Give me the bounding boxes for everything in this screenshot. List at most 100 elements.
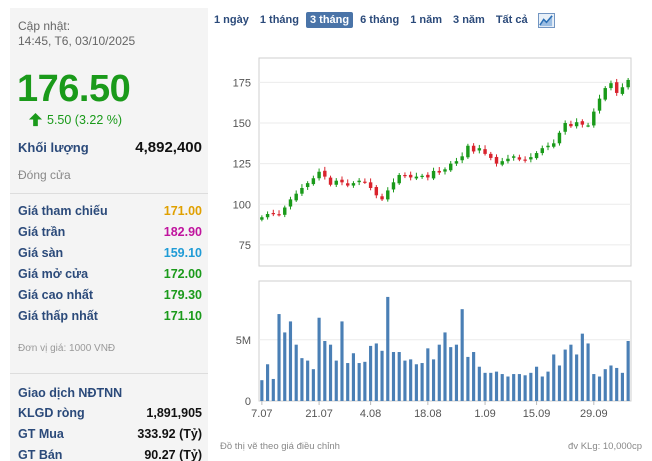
volume-bar <box>363 361 367 401</box>
volume-plot-frame <box>258 280 632 402</box>
stat-label: Giá mở cửa <box>18 267 89 281</box>
tab-1-year[interactable]: 1 năm <box>410 14 443 26</box>
candle-body <box>443 169 447 172</box>
volume-bar <box>351 353 356 401</box>
volume-bar <box>569 344 573 401</box>
stat-label: Giá tham chiếu <box>18 204 108 218</box>
candlestick <box>471 143 476 154</box>
volume-bar <box>346 363 350 401</box>
candle-body <box>609 83 613 89</box>
candlestick <box>466 143 470 159</box>
range-tabs: 1 ngày 1 tháng 3 tháng 6 tháng 1 năm 3 n… <box>210 12 555 28</box>
foreign-label: GT Bán <box>18 448 63 461</box>
candle-body <box>454 161 459 164</box>
volume-bar <box>546 371 550 401</box>
volume-bar <box>597 376 602 401</box>
stat-value: 172.00 <box>163 267 202 281</box>
volume-bar <box>306 360 310 401</box>
volume-bar <box>586 343 590 401</box>
volume-bar <box>620 372 624 401</box>
candle-body <box>420 175 424 178</box>
candle-body <box>614 82 619 93</box>
volume-bar <box>294 344 298 401</box>
candlestick <box>557 130 562 146</box>
candle-body <box>403 175 407 177</box>
volume-bar <box>557 365 562 401</box>
candlestick <box>317 168 321 181</box>
candlestick <box>334 178 338 188</box>
candlestick <box>345 179 350 188</box>
current-price: 176.50 <box>17 68 131 110</box>
volume-bar <box>437 344 441 401</box>
x-tick-label: 1.09 <box>474 408 495 420</box>
tab-1-month[interactable]: 1 tháng <box>259 14 299 26</box>
candlestick <box>288 196 293 210</box>
price-tick-label: 175 <box>233 77 251 89</box>
candle-body <box>305 183 310 188</box>
volume-bar <box>523 375 527 401</box>
volume-bar <box>512 374 516 401</box>
volume-bar <box>403 360 407 401</box>
update-label: Cập nhật: <box>18 19 71 33</box>
volume-bar <box>609 365 613 401</box>
volume-bar <box>454 344 459 401</box>
chart-type-icon[interactable] <box>537 12 555 28</box>
volume-bar <box>311 369 315 401</box>
tab-1-day[interactable]: 1 ngày <box>214 14 249 26</box>
volume-bar <box>534 366 539 401</box>
volume-bar <box>540 376 544 401</box>
candle-body <box>563 123 567 132</box>
volume-bar <box>409 359 413 401</box>
candlestick <box>580 119 585 128</box>
volume-bar <box>334 360 338 401</box>
volume-bar <box>420 363 424 401</box>
candlestick <box>614 78 619 96</box>
candle-body <box>288 199 293 207</box>
candlestick <box>620 83 625 96</box>
candle-body <box>540 148 545 154</box>
tab-6-months[interactable]: 6 tháng <box>360 14 400 26</box>
divider <box>10 373 208 374</box>
candle-body <box>380 196 384 200</box>
candle-body <box>328 177 333 185</box>
candlestick <box>626 77 630 90</box>
candle-body <box>477 148 482 151</box>
volume-row: Khối lượng 4,892,400 <box>18 139 202 156</box>
candlestick <box>420 173 424 179</box>
candlestick <box>454 157 459 166</box>
candle-body <box>586 125 590 127</box>
x-tick-label: 4.08 <box>360 408 381 420</box>
candle-body <box>466 145 470 158</box>
x-tick-label: 7.07 <box>251 408 272 420</box>
candle-body <box>483 149 487 154</box>
volume-bar <box>626 341 630 401</box>
volume-bar <box>575 354 579 401</box>
candlestick <box>494 154 499 167</box>
tab-3-months[interactable]: 3 tháng <box>305 12 354 28</box>
volume-bar <box>529 372 533 401</box>
candle-body <box>294 193 298 201</box>
volume-bar <box>317 317 321 401</box>
candle-body <box>506 158 510 162</box>
candlestick <box>260 215 264 222</box>
tab-3-years[interactable]: 3 năm <box>453 14 485 26</box>
candlestick <box>368 178 373 191</box>
candlestick <box>552 139 556 149</box>
candlestick <box>529 153 533 163</box>
candle-body <box>449 163 453 171</box>
volume-bar <box>443 332 447 401</box>
stat-row-open: Giá mở cửa 172.00 <box>18 267 202 281</box>
price-tick-label: 125 <box>233 159 251 171</box>
candle-body <box>534 153 539 159</box>
tab-all[interactable]: Tất cả <box>495 14 528 26</box>
candle-body <box>271 213 276 215</box>
volume-bar <box>552 354 556 401</box>
volume-bar <box>414 364 418 401</box>
chart-footnote: Đồ thị vẽ theo giá điều chỉnh <box>220 441 340 452</box>
volume-bar <box>266 364 270 401</box>
volume-bar <box>260 380 264 401</box>
candle-body <box>414 176 419 179</box>
candlestick <box>437 167 441 175</box>
volume-bar <box>563 349 567 401</box>
candle-body <box>620 87 625 94</box>
